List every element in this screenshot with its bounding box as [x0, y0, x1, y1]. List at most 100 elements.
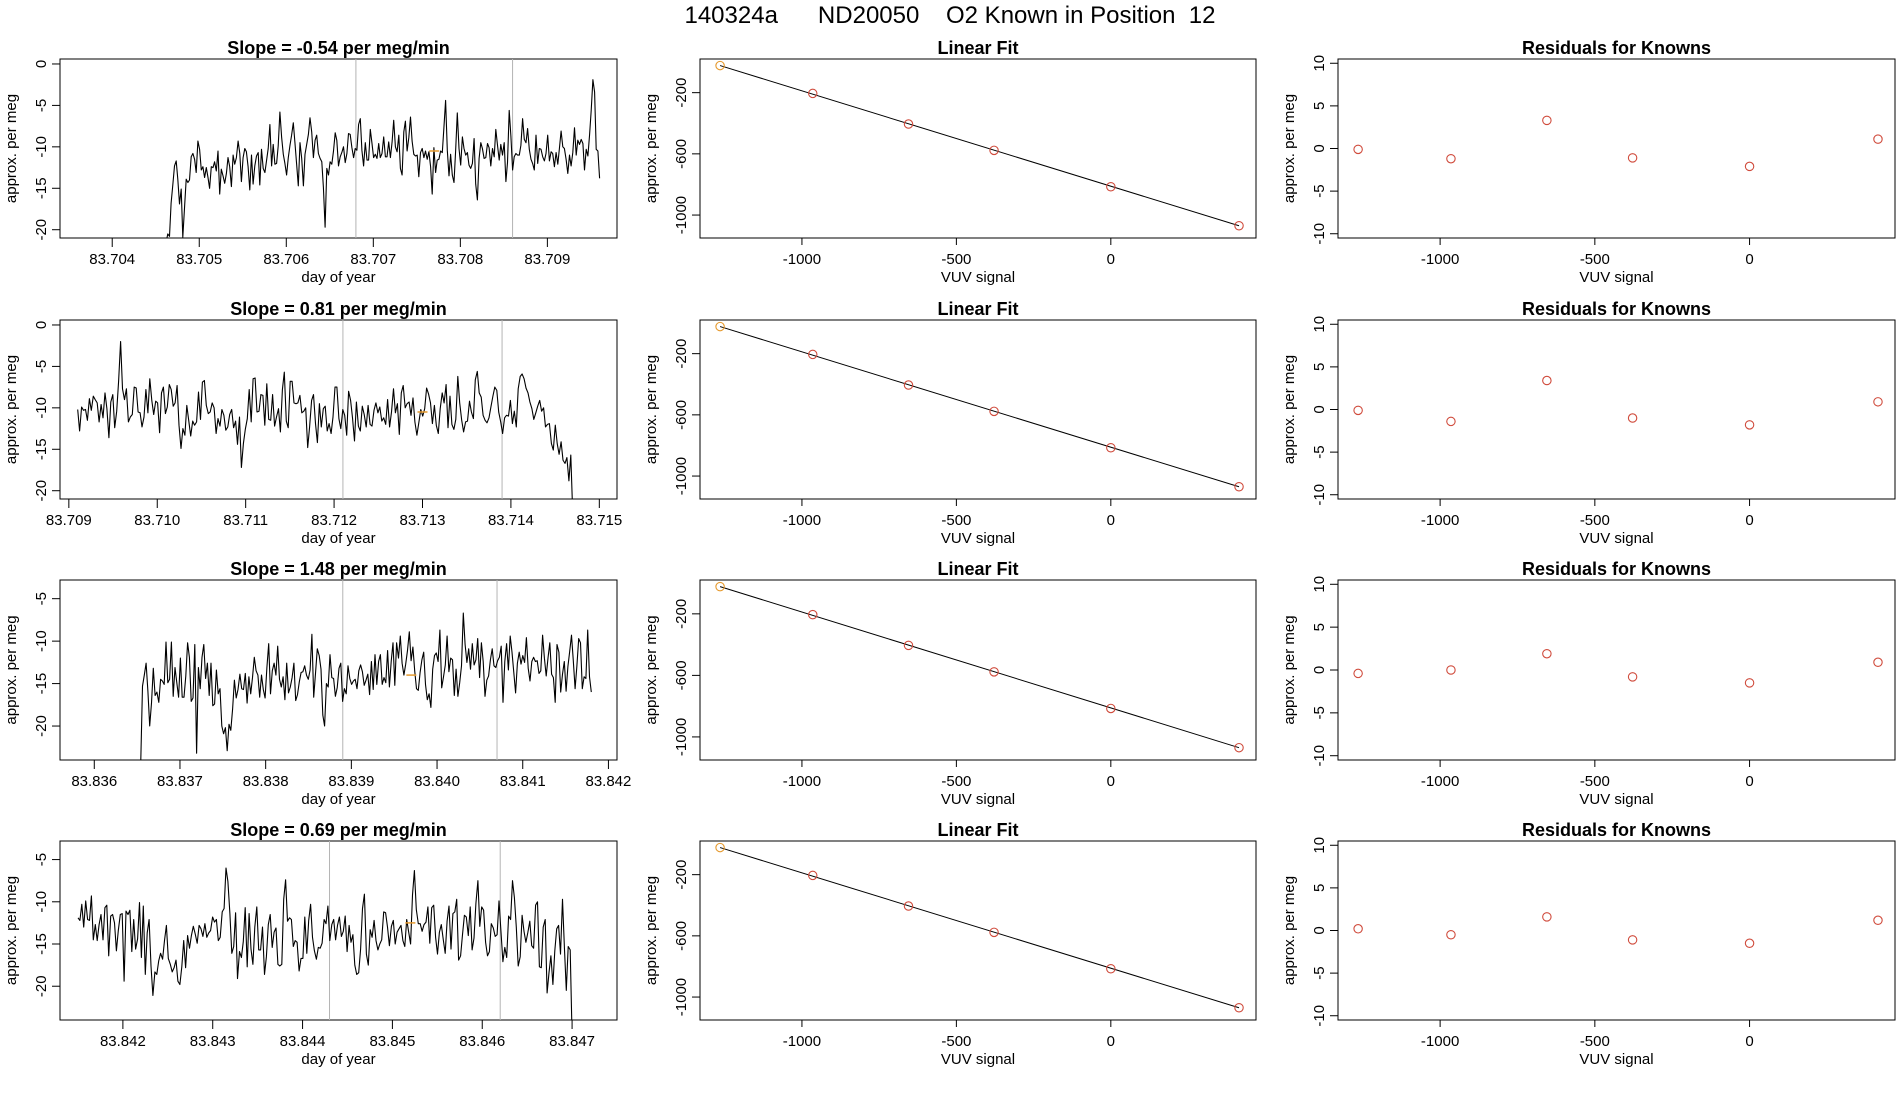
- x-tick-label: 83.707: [350, 251, 396, 268]
- y-tick-label: -1000: [673, 978, 690, 1016]
- fit-line: [719, 586, 1240, 749]
- y-tick-label: -20: [33, 480, 50, 502]
- y-tick-label: -10: [33, 891, 50, 913]
- plot-data: [715, 321, 1244, 492]
- x-axis-label: VUV signal: [941, 269, 1015, 286]
- x-tick-label: -1000: [1421, 512, 1459, 529]
- plot-frame: [59, 319, 618, 500]
- chart-panel-4: Slope = 0.81 per meg/min 83.709 83.710 83.7…: [3, 299, 622, 547]
- plot-data: [715, 60, 1244, 231]
- x-tick-label: -500: [941, 251, 971, 268]
- data-point: [1627, 935, 1638, 945]
- data-point: [1353, 668, 1363, 679]
- x-axis-label: VUV signal: [941, 1051, 1015, 1068]
- plot-frame: [59, 58, 618, 239]
- data-point: [989, 145, 999, 156]
- x-axis-label: VUV signal: [1579, 269, 1653, 286]
- x-tick-label: -1000: [783, 251, 821, 268]
- y-tick-label: -5: [1311, 184, 1328, 197]
- data-point: [1744, 161, 1755, 172]
- x-tick-label: 0: [1107, 512, 1115, 529]
- x-tick-label: 83.847: [549, 1033, 595, 1050]
- y-axis-label: approx. per meg: [643, 94, 660, 203]
- y-tick-label: -600: [673, 660, 690, 690]
- chart-panel-2: Linear Fit -1000 -500 0 VUV signal -200 -600 -1…: [643, 38, 1257, 286]
- chart-panel-12: Residuals for Knowns -1000 -500 0 VUV signal…: [1281, 820, 1896, 1068]
- y-tick-label: -1000: [673, 457, 690, 495]
- data-point: [1873, 915, 1883, 926]
- x-tick-label: -1000: [783, 512, 821, 529]
- y-tick-label: 5: [1311, 623, 1328, 631]
- x-tick-label: -1000: [1421, 251, 1459, 268]
- fit-line: [719, 326, 1240, 488]
- y-tick-label: -15: [33, 438, 50, 460]
- y-tick-label: -600: [673, 921, 690, 951]
- data-point: [807, 870, 818, 881]
- x-tick-label: 83.706: [263, 251, 309, 268]
- y-tick-label: -20: [33, 975, 50, 997]
- data-point: [1446, 153, 1456, 164]
- y-tick-label: -600: [673, 139, 690, 169]
- plot-data: [77, 841, 573, 1020]
- data-point: [903, 901, 914, 911]
- data-point: [1353, 924, 1363, 934]
- x-tick-label: 83.836: [71, 773, 117, 790]
- data-point: [1627, 672, 1638, 682]
- plot-data: [1353, 648, 1883, 688]
- data-point: [1744, 678, 1755, 688]
- chart-title: Slope = -0.54 per meg/min: [227, 38, 450, 58]
- y-tick-label: -600: [673, 400, 690, 430]
- y-axis-label: approx. per meg: [3, 355, 20, 464]
- data-point: [1106, 442, 1116, 453]
- data-point: [715, 321, 725, 332]
- x-tick-label: -500: [941, 1033, 971, 1050]
- data-point: [1873, 397, 1883, 407]
- plot-data: [1353, 115, 1883, 172]
- data-point: [1234, 1003, 1244, 1013]
- x-tick-label: -500: [1580, 773, 1610, 790]
- plot-data: [166, 59, 601, 238]
- data-point: [989, 667, 999, 677]
- x-tick-label: 83.840: [414, 773, 460, 790]
- chart-panel-11: Linear Fit -1000 -500 0 VUV signal -200 -600 -1…: [643, 820, 1257, 1068]
- y-axis-label: approx. per meg: [643, 615, 660, 724]
- data-point: [1744, 938, 1755, 949]
- y-tick-label: 0: [1311, 926, 1328, 934]
- y-axis-label: approx. per meg: [3, 615, 20, 724]
- data-point: [1627, 413, 1638, 423]
- y-tick-label: 5: [1311, 363, 1328, 371]
- data-point: [1627, 153, 1638, 163]
- x-axis-label: VUV signal: [941, 791, 1015, 808]
- x-tick-label: 0: [1107, 773, 1115, 790]
- data-point: [1446, 416, 1456, 427]
- plot-data: [77, 320, 573, 499]
- data-point: [989, 927, 999, 938]
- y-tick-label: 10: [1311, 576, 1328, 593]
- y-tick-label: 10: [1311, 837, 1328, 854]
- y-tick-label: 0: [1311, 144, 1328, 152]
- chart-title: Linear Fit: [937, 38, 1018, 58]
- y-axis-label: approx. per meg: [643, 876, 660, 985]
- data-point: [1744, 420, 1755, 430]
- page-title: 140324a ND20050 O2 Known in Position 12: [684, 2, 1216, 29]
- chart-panel-1: Slope = -0.54 per meg/min 83.704 83.705 83.…: [3, 38, 618, 286]
- y-tick-label: -5: [1311, 445, 1328, 458]
- data-point: [715, 60, 725, 71]
- data-point: [1873, 657, 1883, 668]
- y-tick-label: -5: [33, 99, 50, 112]
- x-tick-label: -1000: [783, 773, 821, 790]
- data-point: [1106, 963, 1116, 974]
- plot-frame: [1337, 840, 1896, 1021]
- x-axis-label: VUV signal: [1579, 530, 1653, 547]
- data-point: [807, 88, 818, 99]
- y-tick-label: -5: [33, 853, 50, 866]
- chart-title: Linear Fit: [937, 299, 1018, 319]
- x-tick-label: 0: [1745, 1033, 1753, 1050]
- y-tick-label: -10: [33, 397, 50, 419]
- y-tick-label: -200: [673, 599, 690, 629]
- x-axis-label: day of year: [301, 269, 375, 286]
- y-tick-label: -10: [1311, 745, 1328, 767]
- x-tick-label: 83.842: [585, 773, 631, 790]
- plot-frame: [699, 58, 1257, 239]
